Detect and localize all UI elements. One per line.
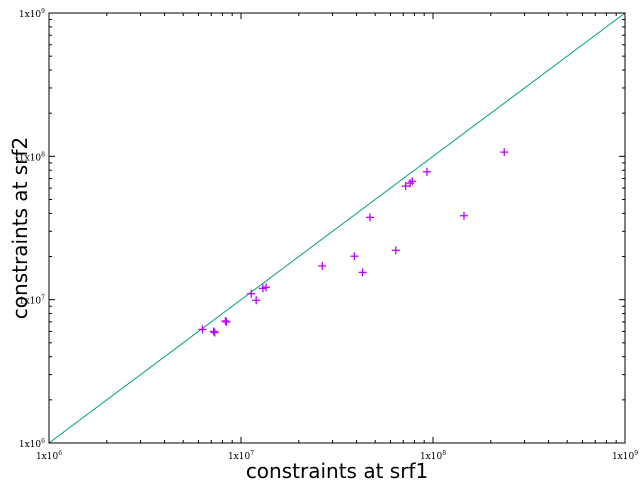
y-tick-label: 1x108: [19, 151, 45, 163]
data-point: [459, 211, 468, 220]
data-point: [221, 316, 230, 325]
x-tick-label: 1x108: [420, 450, 446, 462]
data-point: [209, 327, 218, 336]
data-point: [500, 148, 509, 157]
data-point: [350, 252, 359, 261]
data-point: [408, 177, 417, 186]
data-point: [366, 213, 375, 222]
data-point: [358, 268, 367, 277]
y-tick-label: 1x109: [19, 8, 45, 20]
data-point: [198, 325, 207, 334]
x-tick-label: 1x106: [36, 450, 62, 462]
axis-tick-labels-group: 1x106 1x107 1x108 1x109 1x106 1x107 1x108 1x109: [19, 8, 638, 462]
y-axis-label: constraints at srf2: [8, 137, 32, 319]
y-tick-label: 1x107: [19, 295, 45, 307]
y-tick-label: 1x106: [19, 438, 45, 450]
data-point: [391, 246, 400, 255]
data-point: [262, 283, 271, 292]
data-points-group: [198, 148, 509, 337]
x-axis-label: constraints at srf1: [246, 459, 428, 480]
x-tick-label: 1x107: [228, 450, 254, 462]
x-tick-label: 1x109: [612, 450, 638, 462]
axis-ticks-group: [48, 12, 626, 444]
data-point: [210, 328, 219, 337]
data-point: [401, 182, 410, 191]
data-point: [247, 289, 256, 298]
diagonal-reference-line: [48, 12, 626, 444]
data-point: [222, 317, 231, 326]
data-point: [318, 261, 327, 270]
data-point: [422, 167, 431, 176]
diagonal-reference-line-group: [48, 12, 626, 444]
data-point: [252, 296, 261, 305]
